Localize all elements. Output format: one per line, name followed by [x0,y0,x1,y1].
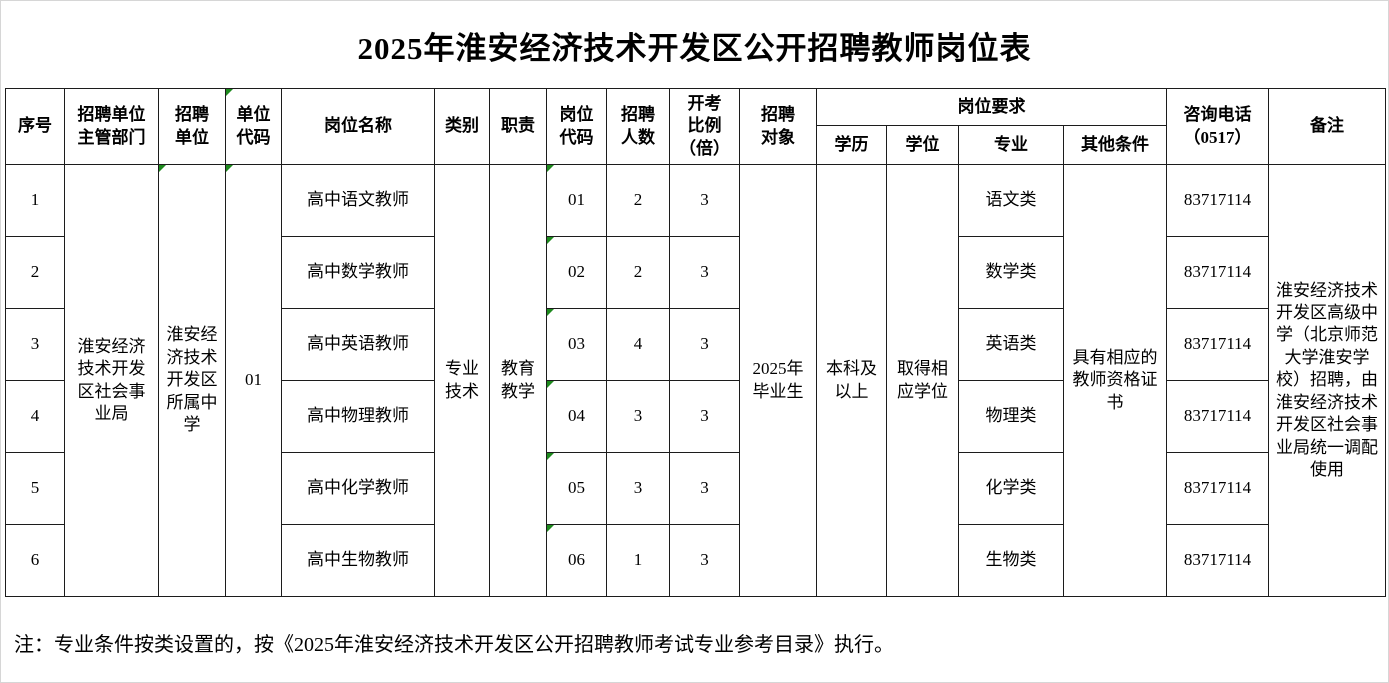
col-header-phone: 咨询电话 （0517） [1166,88,1269,165]
col-header-dept: 招聘单位 主管部门 [64,88,159,165]
table-row: 1 淮安经济 技术开发 区社会事 业局 淮安经 济技术 开发区 所属中 学 01… [5,164,1386,597]
cell-unit-merged: 淮安经 济技术 开发区 所属中 学 [158,164,226,597]
page-title: 2025年淮安经济技术开发区公开招聘教师岗位表 [357,31,1032,66]
table-row: 4 高中物理教师 04 3 3 物理类 83717114 [5,380,1386,453]
cell-ratio: 3 [669,524,740,597]
cell-major: 语文类 [958,164,1064,237]
col-header-seq: 序号 [5,88,65,165]
col-header-target: 招聘 对象 [739,88,817,165]
cell-unit-code-merged: 01 [225,164,282,597]
col-header-job-title: 岗位名称 [281,88,435,165]
cell-seq: 5 [5,452,65,525]
col-header-education: 学历 [816,125,887,165]
cell-dept-merged: 淮安经济 技术开发 区社会事 业局 [64,164,159,597]
cell-other-merged: 具有相应的 教师资格证 书 [1063,164,1167,597]
cell-target-merged: 2025年 毕业生 [739,164,817,597]
cell-phone: 83717114 [1166,452,1269,525]
cell-seq: 4 [5,380,65,453]
col-header-job-code: 岗位 代码 [546,88,607,165]
col-header-requirements: 岗位要求 [816,88,1167,126]
col-header-unit-code: 单位 代码 [225,88,282,165]
cell-seq: 3 [5,308,65,381]
cell-job-title: 高中英语教师 [281,308,435,381]
col-header-degree: 学位 [886,125,959,165]
col-header-remark: 备注 [1268,88,1386,165]
cell-category-merged: 专业 技术 [434,164,490,597]
cell-seq: 6 [5,524,65,597]
cell-phone: 83717114 [1166,308,1269,381]
excel-flag-icon [226,89,233,96]
cell-headcount: 2 [606,236,670,309]
table-row: 6 高中生物教师 06 1 3 生物类 83717114 [5,524,1386,597]
job-postings-table: 序号 招聘单位 主管部门 招聘 单位 单位 代码 岗位名称 类别 职责 岗位 代… [5,88,1386,597]
cell-ratio: 3 [669,380,740,453]
cell-job-code: 03 [546,308,607,381]
table-row: 5 高中化学教师 05 3 3 化学类 83717114 [5,452,1386,525]
cell-remark-merged: 淮安经济技术 开发区高级中 学（北京师范 大学淮安学 校）招聘，由 淮安经济技术… [1268,164,1386,597]
cell-seq: 1 [5,164,65,237]
cell-major: 化学类 [958,452,1064,525]
cell-job-title: 高中化学教师 [281,452,435,525]
cell-major: 数学类 [958,236,1064,309]
cell-job-code: 02 [546,236,607,309]
cell-major: 生物类 [958,524,1064,597]
cell-phone: 83717114 [1166,380,1269,453]
excel-flag-icon [159,165,166,172]
cell-education-merged: 本科及 以上 [816,164,887,597]
excel-flag-icon [547,165,554,172]
cell-headcount: 4 [606,308,670,381]
table-row: 3 高中英语教师 03 4 3 英语类 83717114 [5,308,1386,381]
cell-job-code: 01 [546,164,607,237]
cell-major: 物理类 [958,380,1064,453]
col-header-ratio: 开考 比例 （倍） [669,88,740,165]
cell-ratio: 3 [669,308,740,381]
col-header-headcount: 招聘 人数 [606,88,670,165]
cell-job-code: 06 [546,524,607,597]
table-row: 2 高中数学教师 02 2 3 数学类 83717114 [5,236,1386,309]
cell-degree-merged: 取得相 应学位 [886,164,959,597]
cell-job-title: 高中生物教师 [281,524,435,597]
cell-phone: 83717114 [1166,236,1269,309]
cell-job-title: 高中语文教师 [281,164,435,237]
cell-ratio: 3 [669,452,740,525]
excel-flag-icon [547,237,554,244]
col-header-duty: 职责 [489,88,547,165]
cell-major: 英语类 [958,308,1064,381]
col-header-unit: 招聘 单位 [158,88,226,165]
cell-phone: 83717114 [1166,164,1269,237]
cell-ratio: 3 [669,164,740,237]
cell-ratio: 3 [669,236,740,309]
excel-flag-icon [547,381,554,388]
cell-headcount: 3 [606,380,670,453]
excel-flag-icon [547,309,554,316]
footnote: 注：专业条件按类设置的，按《2025年淮安经济技术开发区公开招聘教师考试专业参考… [14,634,894,656]
excel-flag-icon [226,165,233,172]
excel-flag-icon [547,525,554,532]
cell-job-title: 高中数学教师 [281,236,435,309]
cell-headcount: 3 [606,452,670,525]
col-header-category: 类别 [434,88,490,165]
cell-duty-merged: 教育 教学 [489,164,547,597]
cell-phone: 83717114 [1166,524,1269,597]
cell-headcount: 2 [606,164,670,237]
col-header-other: 其他条件 [1063,125,1167,165]
cell-job-code: 04 [546,380,607,453]
cell-seq: 2 [5,236,65,309]
excel-flag-icon [547,453,554,460]
col-header-major: 专业 [958,125,1064,165]
cell-job-title: 高中物理教师 [281,380,435,453]
cell-job-code: 05 [546,452,607,525]
cell-headcount: 1 [606,524,670,597]
